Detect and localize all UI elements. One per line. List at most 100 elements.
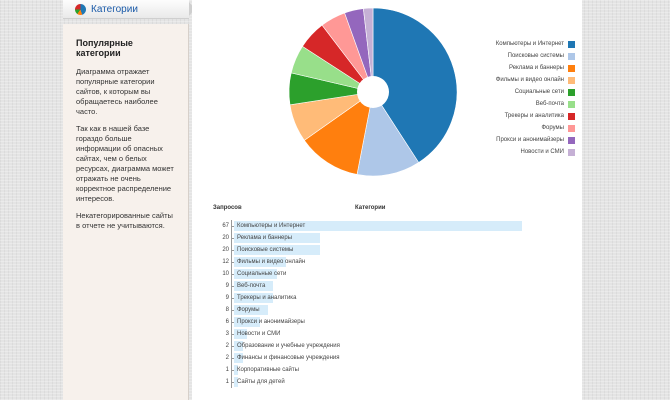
category-bar bbox=[234, 341, 243, 351]
category-count: 1 bbox=[225, 367, 229, 373]
category-bar bbox=[234, 293, 273, 303]
legend-item: Новости и СМИ bbox=[475, 146, 575, 158]
category-row: 8 Форумы bbox=[213, 304, 513, 316]
category-row: 12 Фильмы и видео онлайн bbox=[213, 256, 513, 268]
legend-swatch bbox=[568, 64, 575, 72]
legend-item: Веб-почта bbox=[475, 98, 575, 110]
legend-swatch bbox=[568, 148, 575, 156]
category-bar bbox=[234, 233, 320, 243]
category-count: 9 bbox=[225, 295, 229, 301]
sidebar-paragraph-2: Так как в нашей базе гораздо больше инфо… bbox=[76, 124, 174, 203]
legend-label: Компьютеры и Интернет bbox=[495, 41, 564, 47]
sidebar: Популярные категории Диаграмма отражает … bbox=[63, 24, 189, 400]
category-count: 67 bbox=[222, 223, 229, 229]
axis-tick bbox=[231, 334, 234, 335]
axis-tick bbox=[231, 382, 234, 383]
category-name: Новости и СМИ bbox=[237, 331, 281, 337]
legend-label: Поисковые системы bbox=[507, 53, 564, 59]
legend-label: Фильмы и видео онлайн bbox=[495, 77, 564, 83]
category-name: Компьютеры и Интернет bbox=[237, 223, 306, 229]
legend-swatch bbox=[568, 136, 575, 144]
category-row: 1 Корпоративные сайты bbox=[213, 364, 513, 376]
axis-tick bbox=[231, 274, 234, 275]
legend-item: Поисковые системы bbox=[475, 50, 575, 62]
category-count: 20 bbox=[222, 235, 229, 241]
category-bar bbox=[234, 245, 320, 255]
category-row: 67 Компьютеры и Интернет bbox=[213, 220, 522, 232]
column-header-category: Категории bbox=[355, 205, 386, 211]
category-bar bbox=[234, 365, 239, 375]
category-count: 6 bbox=[225, 319, 229, 325]
category-bar bbox=[234, 305, 269, 315]
axis-tick bbox=[231, 250, 234, 251]
category-name: Веб-почта bbox=[237, 283, 266, 289]
category-name: Образование и учебные учреждения bbox=[237, 343, 340, 349]
axis-tick bbox=[231, 310, 234, 311]
category-row: 9 Трекеры и аналитика bbox=[213, 292, 513, 304]
category-row: 6 Прокси и анонимайзеры bbox=[213, 316, 513, 328]
category-count: 2 bbox=[225, 343, 229, 349]
legend-swatch bbox=[568, 76, 575, 84]
category-count: 20 bbox=[222, 247, 229, 253]
pie-chart-icon bbox=[75, 3, 86, 15]
category-name: Прокси и анонимайзеры bbox=[237, 319, 305, 325]
legend-label: Форумы bbox=[541, 125, 564, 131]
category-row: 1 Сайты для детей bbox=[213, 376, 513, 388]
category-row: 2 Образование и учебные учреждения bbox=[213, 340, 513, 352]
axis-tick bbox=[231, 346, 234, 347]
legend-label: Веб-почта bbox=[535, 101, 564, 107]
category-bar bbox=[234, 257, 286, 267]
category-name: Социальные сети bbox=[237, 271, 287, 277]
category-count: 10 bbox=[222, 271, 229, 277]
category-bar bbox=[234, 281, 273, 291]
column-header-requests: Запросов bbox=[213, 205, 242, 211]
axis-tick bbox=[231, 322, 234, 323]
legend-item: Компьютеры и Интернет bbox=[475, 38, 575, 50]
legend-swatch bbox=[568, 88, 575, 96]
category-name: Финансы и финансовые учреждения bbox=[237, 355, 340, 361]
category-name: Реклама и баннеры bbox=[237, 235, 293, 241]
category-bar bbox=[234, 221, 522, 231]
category-name: Сайты для детей bbox=[237, 379, 285, 385]
axis-tick bbox=[231, 358, 234, 359]
legend-label: Реклама и баннеры bbox=[508, 65, 564, 71]
axis-tick bbox=[231, 298, 234, 299]
legend-swatch bbox=[568, 124, 575, 132]
legend-swatch bbox=[568, 52, 575, 60]
category-row: 20 Поисковые системы bbox=[213, 244, 513, 256]
legend-label: Трекеры и аналитика bbox=[504, 113, 564, 119]
axis-tick bbox=[231, 370, 234, 371]
legend-label: Новости и СМИ bbox=[520, 149, 565, 155]
category-count: 1 bbox=[225, 379, 229, 385]
legend-item: Фильмы и видео онлайн bbox=[475, 74, 575, 86]
category-row: 9 Веб-почта bbox=[213, 280, 513, 292]
category-count: 12 bbox=[222, 259, 229, 265]
category-row: 2 Финансы и финансовые учреждения bbox=[213, 352, 513, 364]
legend-item: Прокси и анонимайзеры bbox=[475, 134, 575, 146]
legend-swatch bbox=[568, 112, 575, 120]
category-bar bbox=[234, 329, 247, 339]
category-count: 3 bbox=[225, 331, 229, 337]
legend-swatch bbox=[568, 40, 575, 48]
sidebar-paragraph-3: Некатегорированные сайты в отчете не учи… bbox=[76, 211, 173, 230]
legend-swatch bbox=[568, 100, 575, 108]
category-count: 9 bbox=[225, 283, 229, 289]
axis-tick bbox=[231, 238, 234, 239]
category-bar bbox=[234, 353, 243, 363]
pie-legend: Компьютеры и Интернет Поисковые системы Ре… bbox=[475, 38, 575, 158]
legend-item: Форумы bbox=[475, 122, 575, 134]
tab-categories[interactable]: Категории bbox=[63, 0, 195, 19]
category-bar bbox=[234, 269, 277, 279]
category-bar bbox=[234, 377, 239, 387]
legend-label: Прокси и анонимайзеры bbox=[496, 137, 564, 143]
category-name: Поисковые системы bbox=[237, 247, 294, 253]
category-row: 3 Новости и СМИ bbox=[213, 328, 513, 340]
axis-tick bbox=[231, 262, 234, 263]
category-name: Фильмы и видео онлайн bbox=[237, 259, 306, 265]
axis-tick bbox=[231, 226, 234, 227]
category-bar bbox=[234, 317, 260, 327]
category-row: 20 Реклама и баннеры bbox=[213, 232, 513, 244]
legend-item: Трекеры и аналитика bbox=[475, 110, 575, 122]
legend-item: Реклама и баннеры bbox=[475, 62, 575, 74]
category-name: Трекеры и аналитика bbox=[237, 295, 297, 301]
